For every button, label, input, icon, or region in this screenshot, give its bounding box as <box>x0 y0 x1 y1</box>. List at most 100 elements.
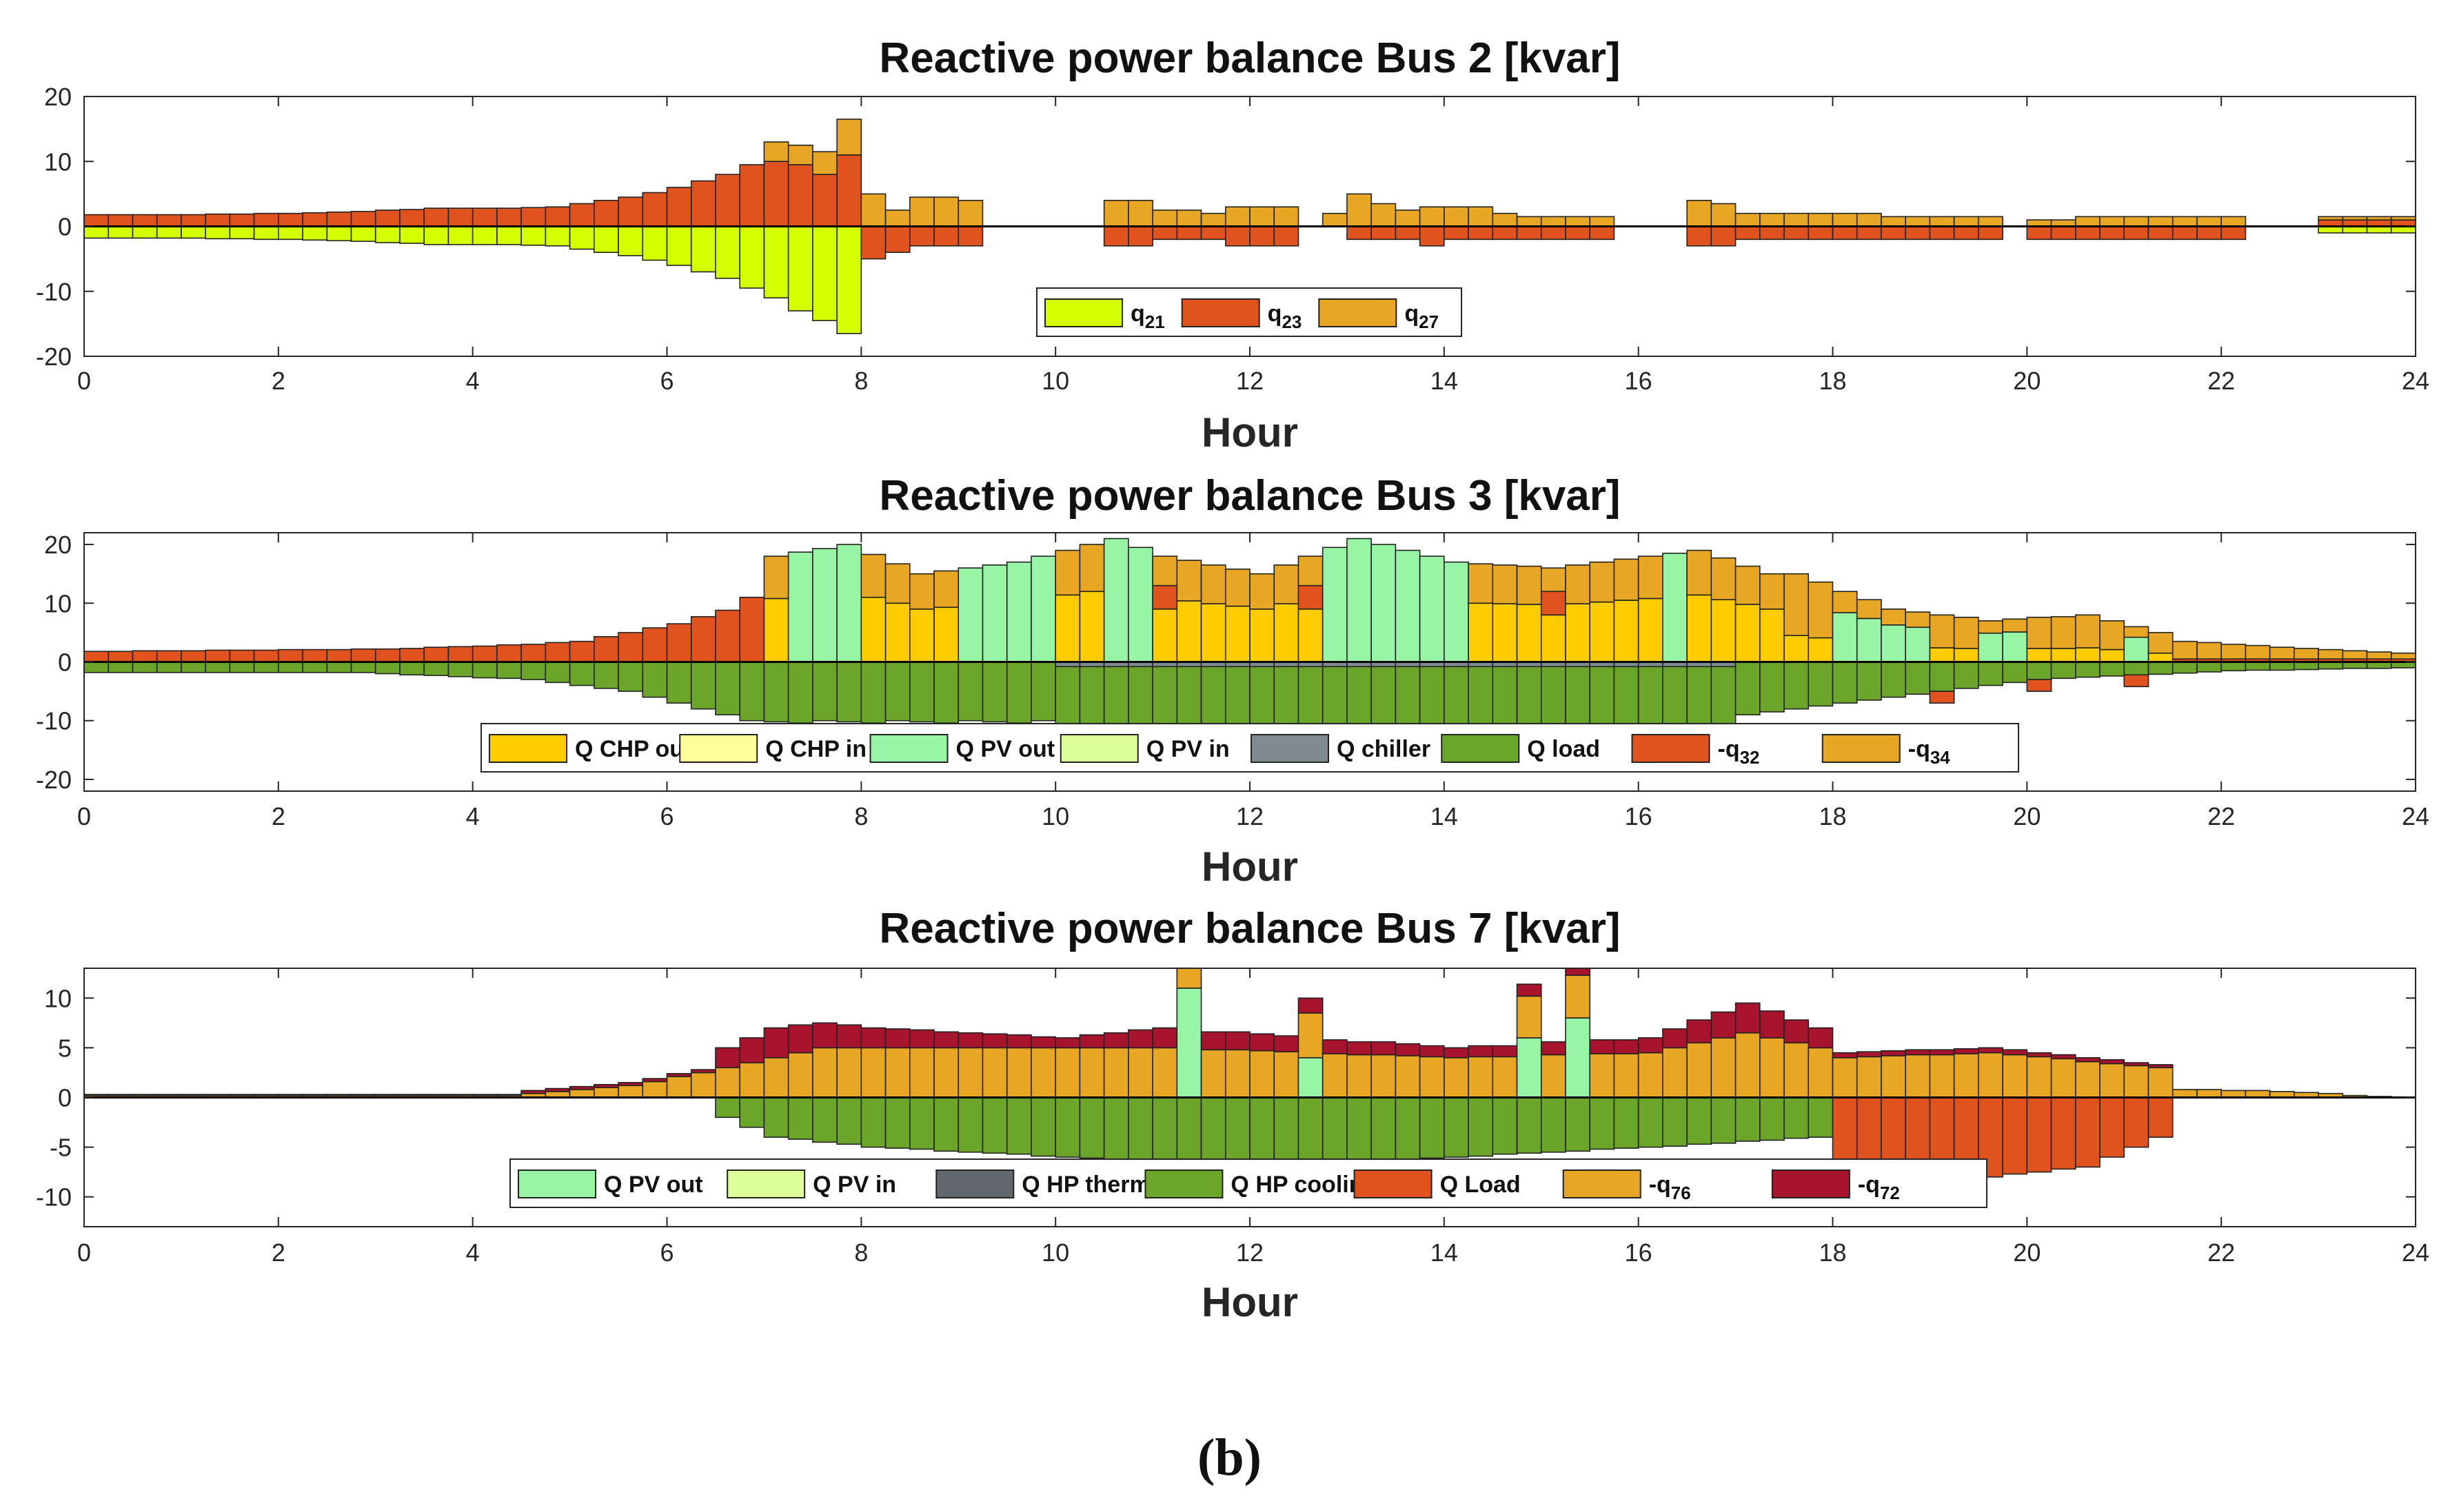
bar--q34-79 <box>2002 618 2028 633</box>
bar-q-load-55 <box>1419 666 1445 728</box>
bar-q27-83 <box>2099 216 2125 227</box>
x-tick-label: 20 <box>2013 1238 2041 1267</box>
x-tick-label: 0 <box>77 802 91 830</box>
bar-q23-6 <box>229 213 255 227</box>
bar-q23-82 <box>2074 225 2101 241</box>
bar-q-hp-cooling-el-31 <box>836 1096 862 1145</box>
x-tick-label: 18 <box>1819 1238 1846 1267</box>
bar--q76-43 <box>1128 1047 1153 1099</box>
x-tick-label: 6 <box>660 1238 674 1267</box>
bar--q34-93 <box>2342 650 2368 660</box>
bar--q72-21 <box>594 1083 619 1088</box>
bar--q34-75 <box>1905 611 1931 629</box>
bar--q72-16 <box>472 1094 498 1096</box>
bar-q23-24 <box>666 187 692 227</box>
bar-q-load-78 <box>1978 661 2003 686</box>
bar--q34-89 <box>2245 644 2271 660</box>
bar-q-hp-cooling-el-68 <box>1734 1096 1761 1142</box>
y-tick-label: 10 <box>44 589 72 617</box>
bar-q-load-87 <box>2196 661 2222 673</box>
bar-q-load-37 <box>982 661 1008 723</box>
bar--q72-36 <box>958 1032 984 1049</box>
legend-label: q23 <box>1268 300 1302 332</box>
bar-q-load-81 <box>2050 1096 2076 1170</box>
bar-q23-54 <box>1395 225 1421 241</box>
bar--q72-12 <box>374 1094 401 1096</box>
bar-q27-67 <box>1710 203 1737 227</box>
bar--q76-23 <box>642 1081 668 1099</box>
bar-q-hp-cooling-el-52 <box>1346 1096 1372 1163</box>
x-tick-label: 14 <box>1430 367 1458 395</box>
bar-q-load-35 <box>933 661 960 724</box>
bar-q27-70 <box>1783 212 1810 227</box>
bar--q34-82 <box>2074 614 2101 648</box>
legend-swatch <box>1441 734 1520 763</box>
bar--q72-4 <box>181 1094 206 1096</box>
bar-q-load-72 <box>1832 661 1858 704</box>
bar-q23-47 <box>1224 225 1251 247</box>
bar--q72-38 <box>1006 1034 1032 1049</box>
bar-q-pv-out-72 <box>1832 612 1858 663</box>
bar-q-chp-out-32 <box>860 596 887 663</box>
bar-q-load-67 <box>1710 666 1737 728</box>
bar-q-load-28 <box>763 661 789 723</box>
bar--q34-68 <box>1734 565 1761 605</box>
x-tick-label: 12 <box>1236 1238 1264 1267</box>
bar-q-load-72 <box>1832 1096 1858 1168</box>
bar-q27-36 <box>958 199 984 227</box>
bar-q27-51 <box>1322 212 1348 227</box>
bar-q-pv-out-55 <box>1419 555 1445 663</box>
bar-q-load-12 <box>374 661 401 675</box>
bar-q27-85 <box>2147 216 2174 227</box>
bar--q72-68 <box>1734 1002 1761 1034</box>
bar-q27-47 <box>1224 206 1251 227</box>
bar--q72-71 <box>1808 1027 1834 1049</box>
bar-q-load-16 <box>472 661 498 679</box>
bar--q72-7 <box>253 1094 279 1096</box>
bar--q32-12 <box>374 648 401 663</box>
bar--q32-23 <box>642 627 668 663</box>
bar-q-load-31 <box>836 661 862 723</box>
bar--q34-76 <box>1929 614 1955 648</box>
y-tick-label: 20 <box>44 83 72 111</box>
bar--q76-60 <box>1540 1054 1566 1099</box>
bar-q-hp-cooling-el-43 <box>1128 1096 1153 1162</box>
bar-q-chp-out-63 <box>1613 600 1639 663</box>
bar--q72-17 <box>496 1094 522 1096</box>
bar--q72-43 <box>1128 1029 1153 1049</box>
x-axis-label: Hour <box>1202 844 1298 890</box>
y-tick-label: -10 <box>36 278 72 306</box>
bar-q-chp-out-59 <box>1516 604 1542 663</box>
x-tick-label: 2 <box>272 802 285 830</box>
bar--q34-72 <box>1832 591 1858 613</box>
bar--q34-69 <box>1759 573 1785 610</box>
bar-q23-84 <box>2123 225 2149 241</box>
bar-q-chp-out-40 <box>1055 594 1081 663</box>
bar-q-pv-out-36 <box>958 567 984 663</box>
legend-label: q27 <box>1404 300 1439 332</box>
bar--q32-80 <box>2026 679 2052 692</box>
bar-q23-25 <box>690 180 716 227</box>
bar-q27-46 <box>1200 212 1226 227</box>
legend-swatch <box>1821 734 1901 763</box>
bar-q21-9 <box>302 225 328 241</box>
bar-q23-34 <box>909 225 935 247</box>
bar-q23-36 <box>958 225 984 247</box>
bar-q27-34 <box>909 196 935 227</box>
bar-q-pv-out-74 <box>1881 624 1906 663</box>
bar-q-load-53 <box>1370 666 1397 728</box>
bar--q72-77 <box>1953 1048 1979 1054</box>
bar--q76-27 <box>739 1062 765 1099</box>
bar-q-chp-out-50 <box>1297 608 1324 663</box>
bar--q76-59 <box>1516 995 1542 1039</box>
bar-q-hp-cooling-el-44 <box>1152 1096 1178 1163</box>
bar-q23-30 <box>812 174 838 227</box>
bar-q27-58 <box>1492 212 1518 227</box>
bar--q76-40 <box>1055 1047 1081 1099</box>
bar--q34-77 <box>1953 616 1979 649</box>
bar-q23-9 <box>302 212 328 227</box>
bar--q76-66 <box>1686 1042 1712 1099</box>
x-axis-label: Hour <box>1202 1279 1298 1325</box>
bar--q76-34 <box>909 1047 935 1099</box>
